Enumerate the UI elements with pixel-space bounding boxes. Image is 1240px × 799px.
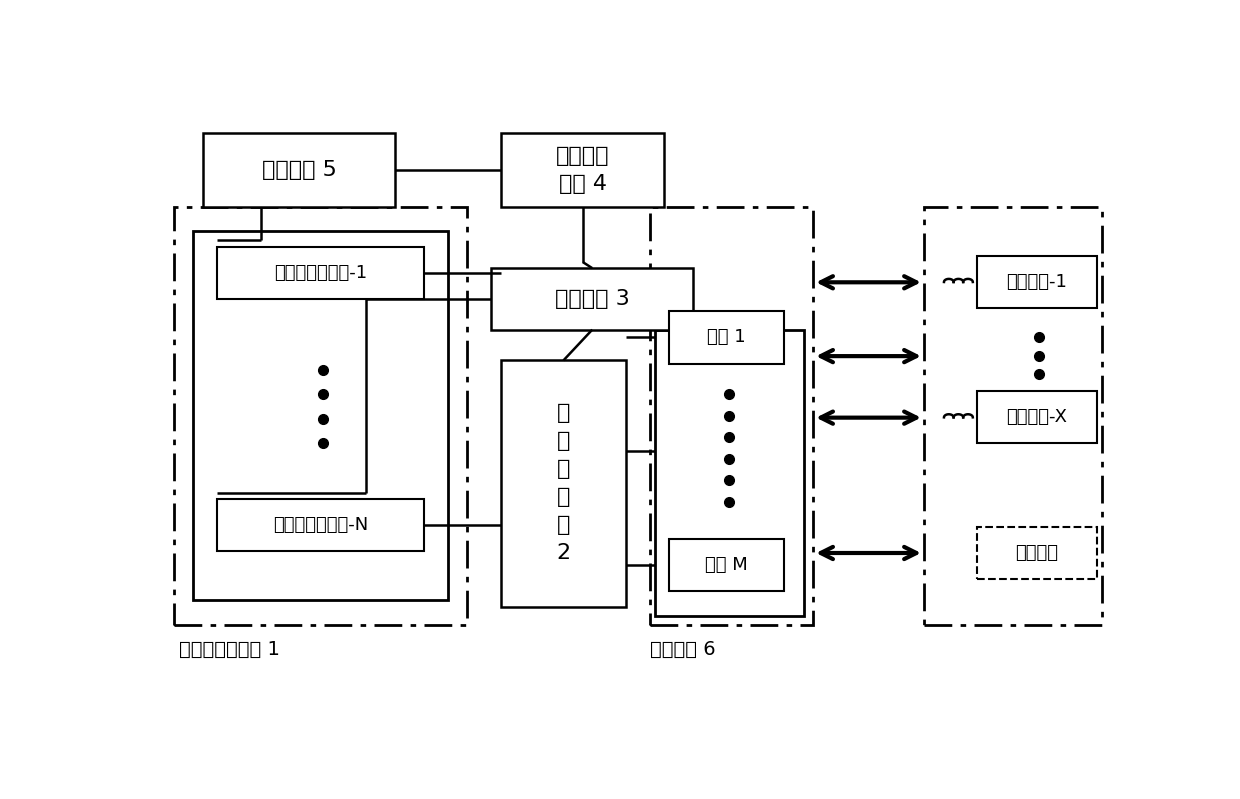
- Bar: [501, 360, 626, 606]
- Text: 信息检测
电路 4: 信息检测 电路 4: [556, 145, 609, 193]
- Bar: [193, 231, 448, 600]
- Bar: [650, 207, 813, 625]
- Text: 负载设备-X: 负载设备-X: [1006, 408, 1068, 427]
- Text: 功率发射子电路-1: 功率发射子电路-1: [274, 264, 367, 282]
- Text: 功率发射子电路-N: 功率发射子电路-N: [273, 516, 368, 534]
- Text: 多
路
复
用
器
2: 多 路 复 用 器 2: [557, 403, 570, 563]
- Bar: [655, 330, 804, 616]
- Bar: [217, 499, 424, 551]
- Bar: [977, 392, 1096, 443]
- Text: 金属异物: 金属异物: [1016, 543, 1058, 562]
- Text: 线圈 M: 线圈 M: [706, 556, 748, 574]
- Bar: [977, 256, 1096, 308]
- Text: 线圈 1: 线圈 1: [708, 328, 746, 346]
- Bar: [501, 133, 665, 207]
- Bar: [670, 312, 785, 364]
- Bar: [491, 268, 693, 330]
- Text: 负载设备-1: 负载设备-1: [1007, 273, 1068, 291]
- Text: 微控制器 3: 微控制器 3: [554, 289, 630, 309]
- Text: 功率发射电路组 1: 功率发射电路组 1: [179, 640, 280, 659]
- Bar: [174, 207, 467, 625]
- Bar: [977, 527, 1096, 578]
- Bar: [924, 207, 1101, 625]
- Bar: [217, 247, 424, 299]
- Bar: [203, 133, 396, 207]
- Text: 线圈阵列 6: 线圈阵列 6: [650, 640, 715, 659]
- Text: 电源模块 5: 电源模块 5: [262, 160, 336, 180]
- Bar: [670, 539, 785, 591]
